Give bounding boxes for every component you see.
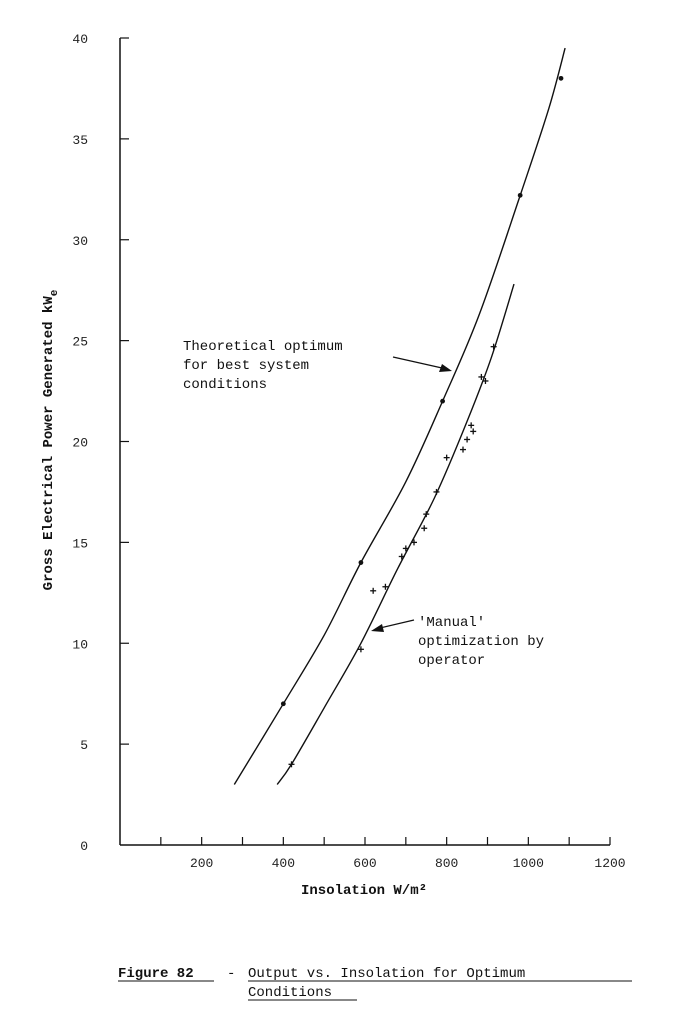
manual-point <box>370 587 377 594</box>
theoretical-point <box>517 192 523 198</box>
y-tick-label: 35 <box>72 133 88 148</box>
x-axis-label: Insolation W/m² <box>301 883 427 899</box>
caption-label: Figure 82 <box>118 966 194 982</box>
y-tick-label: 15 <box>72 536 88 551</box>
axes <box>119 38 610 846</box>
annotation-arrow-theoretical <box>392 356 452 372</box>
theoretical-point <box>558 75 564 81</box>
tick-labels: 0 5 10 15 20 25 30 35 40 200 400 600 800 1000 1200 <box>72 32 625 871</box>
x-tick-label: 400 <box>272 856 295 871</box>
manual-curve <box>276 283 515 785</box>
manual-point <box>478 373 485 380</box>
manual-point <box>402 545 409 552</box>
theoretical-curve <box>233 47 566 785</box>
theoretical-point <box>440 398 445 404</box>
fitted-curves <box>233 47 566 785</box>
annotation-theoretical-line-1: Theoretical optimum <box>183 339 343 355</box>
manual-point <box>421 525 428 532</box>
annotation-theoretical-line-2: for best system <box>183 358 309 374</box>
manual-point <box>443 454 450 461</box>
annotation-manual-line-1: 'Manual' <box>418 615 485 631</box>
manual-point <box>411 539 417 546</box>
y-axis-label-text: Gross Electrical Power Generated kW <box>41 296 57 591</box>
theoretical-point <box>358 560 364 565</box>
manual-point <box>464 436 471 443</box>
data-markers <box>280 75 564 768</box>
manual-point <box>398 553 405 560</box>
x-tick-label: 1200 <box>594 856 625 871</box>
caption-dash: - <box>227 966 235 982</box>
y-tick-label: 0 <box>80 839 88 854</box>
y-axis-label-subscript: e <box>49 289 61 296</box>
theoretical-point <box>280 701 286 707</box>
x-tick-label: 600 <box>353 856 376 871</box>
tick-marks <box>120 37 611 845</box>
manual-point <box>423 511 430 518</box>
caption-title-line-2: Conditions <box>248 985 332 1001</box>
manual-point <box>288 761 295 768</box>
y-tick-label: 20 <box>72 436 88 451</box>
y-tick-label: 25 <box>72 335 88 350</box>
annotation-manual-line-3: operator <box>418 653 485 669</box>
manual-point <box>433 488 440 495</box>
y-tick-label: 10 <box>72 637 88 652</box>
figure-caption: Figure 82 - Output vs. Insolation for Op… <box>118 966 632 1001</box>
x-tick-label: 200 <box>190 856 213 871</box>
manual-point <box>460 446 466 453</box>
manual-point <box>482 377 489 384</box>
manual-point <box>357 646 364 653</box>
manual-point <box>470 428 477 435</box>
manual-point <box>382 583 389 590</box>
annotation-arrow-manual <box>371 619 415 632</box>
x-tick-label: 800 <box>435 856 458 871</box>
y-tick-label: 40 <box>72 32 88 47</box>
y-axis-label-group: Gross Electrical Power Generated kWe <box>41 289 61 590</box>
x-tick-label: 1000 <box>513 856 544 871</box>
annotation-manual: 'Manual' optimization by operator <box>418 615 544 669</box>
annotation-manual-line-2: optimization by <box>418 634 544 650</box>
annotation-theoretical-line-3: conditions <box>183 377 267 393</box>
y-tick-label: 30 <box>72 234 88 249</box>
annotation-theoretical: Theoretical optimum for best system cond… <box>183 339 343 393</box>
manual-point <box>468 422 475 429</box>
y-tick-label: 5 <box>80 738 88 753</box>
manual-point <box>490 343 497 350</box>
caption-title-line-1: Output vs. Insolation for Optimum <box>248 966 525 982</box>
y-axis-label: Gross Electrical Power Generated kWe <box>41 289 61 590</box>
